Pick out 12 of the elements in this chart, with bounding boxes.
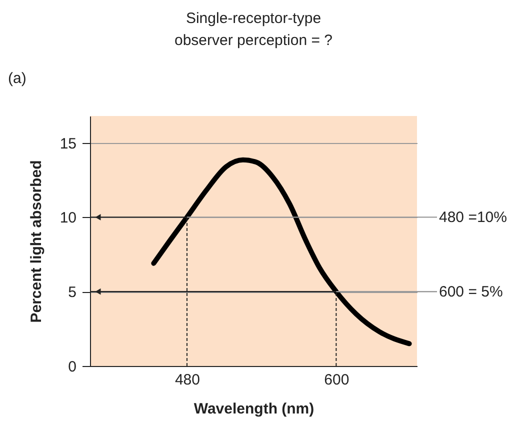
y-tick-label: 10	[60, 210, 76, 227]
y-tick-label: 5	[68, 284, 76, 302]
y-tick-label: 0	[68, 358, 76, 376]
text: (a)	[8, 70, 26, 87]
x-tick-label: 600	[324, 372, 350, 388]
x-tick-label: 480	[174, 372, 200, 388]
chart-title: Single-receptor-type observer perception = ?	[174, 10, 333, 49]
ref-line-label: 600 = 5%	[439, 284, 503, 301]
y-axis-title: Percent light absorbed	[28, 160, 45, 323]
x-axis-title: Wavelength (nm)	[194, 400, 314, 418]
y-tick-label: 15	[60, 135, 76, 152]
ref-line-label: 480 =10%	[439, 209, 507, 226]
